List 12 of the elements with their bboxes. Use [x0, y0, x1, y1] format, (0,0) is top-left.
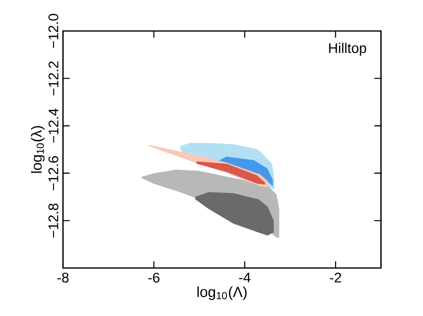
annotation: Hilltop	[329, 42, 366, 56]
x-tick-label: -2	[330, 272, 342, 282]
y-tick-label: −12.4	[48, 108, 58, 143]
y-tick-label: −12.2	[48, 61, 58, 96]
y-tick-label: −12.0	[48, 14, 58, 48]
y-tick-label: −12.8	[48, 204, 58, 238]
x-tick-label: -6	[148, 272, 160, 283]
y-tick-label: −12.6	[48, 156, 58, 190]
x-axis-title: log$_{10}$(Λ)	[197, 286, 247, 300]
y-axis-title: log$_{10}$(λ)	[31, 126, 45, 173]
x-tick-label: -4	[239, 272, 250, 282]
x-tick-label: -8	[57, 272, 69, 283]
